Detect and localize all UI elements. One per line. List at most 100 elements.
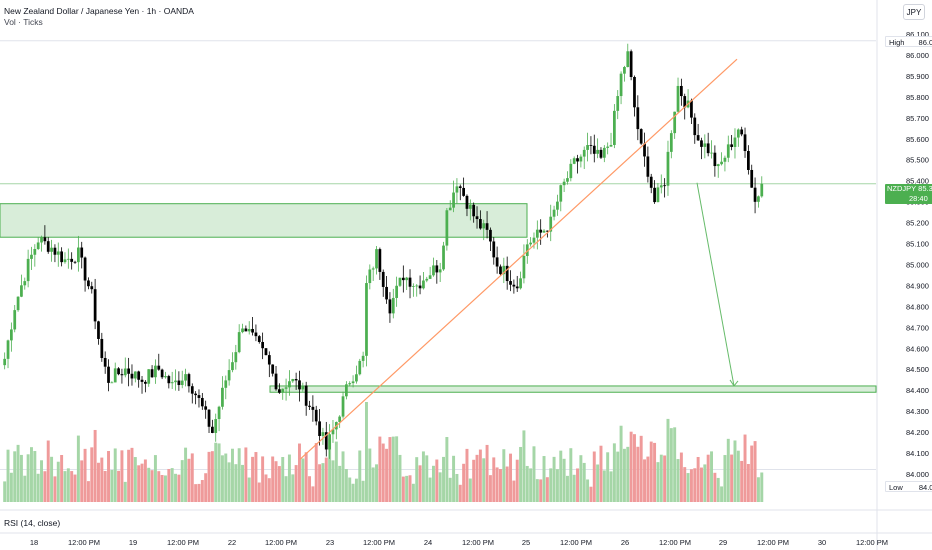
candle-body <box>740 129 744 135</box>
candle-body <box>683 96 687 108</box>
volume-bar <box>425 455 429 502</box>
candle-body <box>492 241 496 258</box>
candle-body <box>646 156 650 177</box>
volume-bar <box>633 434 636 502</box>
volume-bar <box>277 466 281 502</box>
volume-bar <box>103 471 107 502</box>
candle-body <box>666 151 670 186</box>
volume-bar <box>395 436 399 502</box>
candle-body <box>351 381 355 384</box>
candle-body <box>432 265 435 276</box>
candle-body <box>53 247 57 255</box>
volume-bar <box>164 475 167 502</box>
candle-body <box>137 371 141 380</box>
volume-bar <box>602 470 606 502</box>
candle-body <box>673 111 677 134</box>
candle-body <box>231 362 234 371</box>
candle-body <box>559 185 563 202</box>
candle-body <box>371 268 375 270</box>
volume-bar <box>666 418 670 502</box>
candle-body <box>381 271 385 287</box>
candle-body <box>549 216 553 232</box>
volume-bar <box>676 459 680 502</box>
volume-bar <box>706 454 710 502</box>
volume-bar <box>200 480 204 502</box>
candle-body <box>23 281 27 286</box>
volume-bar <box>435 459 439 502</box>
candle-body <box>107 366 110 383</box>
volume-bar <box>589 486 593 502</box>
volume-bar <box>298 443 301 502</box>
volume-bar <box>509 453 512 502</box>
volume-bar <box>639 435 643 502</box>
volume-bar <box>214 442 218 502</box>
volume-bar <box>351 483 355 502</box>
price-tick-label: 84.400 <box>906 386 929 395</box>
candle-body <box>716 164 720 167</box>
time-tick-label: 12:00 PM <box>856 538 888 547</box>
candle-body <box>579 156 583 162</box>
volume-bar <box>261 456 265 502</box>
candle-body <box>120 374 124 376</box>
candle-body <box>244 328 248 332</box>
volume-bar <box>110 469 114 502</box>
candle-body <box>217 406 221 420</box>
candle-body <box>274 373 278 390</box>
price-zone <box>269 385 877 393</box>
volume-bar <box>83 448 87 502</box>
candle-body <box>726 144 730 158</box>
volume-bar <box>746 463 750 502</box>
candle-body <box>123 368 127 376</box>
volume-bar <box>505 466 509 502</box>
candle-body <box>720 161 723 165</box>
candle-body <box>465 195 469 209</box>
volume-bar <box>180 460 184 502</box>
candle-body <box>669 133 673 152</box>
volume-bar <box>689 469 693 502</box>
volume-bar <box>190 453 194 502</box>
volume-bar <box>267 478 271 502</box>
price-axis[interactable]: 86.100 86.000 85.900 85.800 85.700 85.600 85.5… <box>906 30 929 479</box>
candle-body <box>606 146 610 148</box>
candle-body <box>599 149 603 158</box>
volume-bar <box>753 441 757 502</box>
candle-body <box>757 196 760 202</box>
candle-body <box>257 336 261 342</box>
candle-body <box>46 241 50 252</box>
volume-bar <box>468 478 472 502</box>
volume-bar <box>56 461 60 502</box>
volume-bar <box>616 451 620 502</box>
candle-body <box>626 51 630 68</box>
candle-body <box>328 434 331 450</box>
volume-bar <box>284 476 288 502</box>
volume-bar <box>308 476 311 502</box>
time-axis[interactable]: 18 12:00 PM 19 12:00 PM 22 12:00 PM 23 12:00 PM… <box>30 538 888 547</box>
volume-bar <box>405 475 409 502</box>
candle-body <box>730 144 733 147</box>
volume-bar <box>177 474 181 502</box>
candle-body <box>184 374 187 381</box>
currency-button[interactable]: JPY <box>903 4 925 20</box>
candle-body <box>254 332 258 337</box>
volume-bars <box>3 402 764 502</box>
candle-body <box>529 242 532 245</box>
price-tick-label: 84.700 <box>906 323 929 332</box>
volume-bar <box>545 477 549 502</box>
volume-bar <box>53 476 57 502</box>
candle-body <box>20 285 23 297</box>
candle-body <box>16 296 20 311</box>
volume-bar <box>525 465 529 502</box>
volume-bar <box>552 456 556 502</box>
volume-bar <box>478 449 482 502</box>
volume-bar <box>100 457 104 502</box>
candle-body <box>338 416 342 423</box>
candle-body <box>706 143 710 154</box>
volume-bar <box>107 451 110 502</box>
candle-body <box>324 432 328 450</box>
candle-body <box>160 369 164 378</box>
volume-bar <box>482 458 486 502</box>
candle-body <box>13 310 17 330</box>
candle-body <box>388 299 392 314</box>
